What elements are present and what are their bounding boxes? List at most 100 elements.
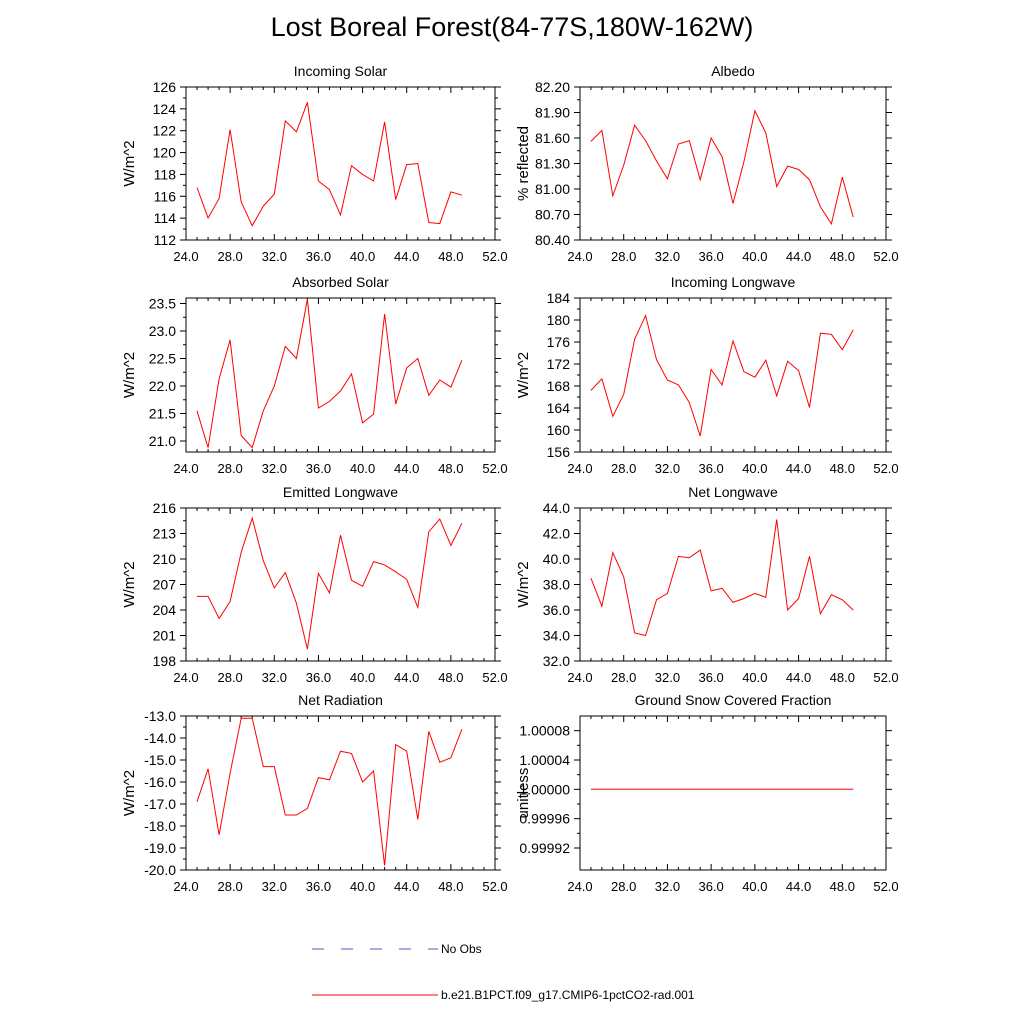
panel-2-ytick-label: 81.00 — [535, 181, 570, 197]
panel-1-xtick-label: 52.0 — [482, 249, 507, 264]
panel-8-ytick-label: 1.00000 — [519, 781, 570, 797]
panel-2-ytick-label: 81.30 — [535, 156, 570, 172]
panel-4-xtick-label: 32.0 — [655, 461, 680, 476]
panel-6-ytick-label: 44.0 — [543, 500, 570, 516]
panel-1-ytick-label: 124 — [153, 101, 177, 117]
panel-2-ytick-label: 81.60 — [535, 130, 570, 146]
panel-2-ytick-label: 80.40 — [535, 232, 570, 248]
panel-4-ytick-label: 172 — [547, 356, 571, 372]
panel-8-ytick-label: 1.00008 — [519, 723, 570, 739]
panel-5-series-line — [197, 516, 463, 650]
panel-1-xtick-label: 36.0 — [306, 249, 331, 264]
panel-7-ytick-label: -14.0 — [144, 730, 176, 746]
panel-6-ytick-label: 42.0 — [543, 526, 570, 542]
panel-4-ytick-label: 156 — [547, 444, 571, 460]
panel-6-xtick-label: 40.0 — [742, 670, 767, 685]
panel-4-title: Incoming Longwave — [671, 274, 796, 290]
panel-3-title: Absorbed Solar — [292, 274, 389, 290]
panel-7-xtick-label: 44.0 — [394, 879, 419, 894]
panel-3-ytick-label: 23.0 — [149, 323, 176, 339]
panel-5-frame — [185, 507, 496, 662]
panel-5-xtick-label: 24.0 — [173, 670, 198, 685]
panel-3-ytick-label: 21.0 — [149, 433, 176, 449]
panel-4-xtick-label: 24.0 — [567, 461, 592, 476]
panel-5-ytick-label: 216 — [153, 500, 177, 516]
panel-7-frame — [185, 715, 496, 871]
panel-1-ytick-label: 116 — [154, 188, 177, 204]
panel-3-xtick-label: 28.0 — [217, 461, 242, 476]
panel-2-xtick-label: 36.0 — [698, 249, 723, 264]
panel-4-ytick-label: 160 — [547, 422, 571, 438]
panel-7-xtick-label: 48.0 — [438, 879, 463, 894]
panel-4-xtick-label: 36.0 — [698, 461, 723, 476]
panel-6-ytick-label: 34.0 — [543, 628, 570, 644]
panel-1-xtick-label: 44.0 — [394, 249, 419, 264]
panel-3-xtick-label: 24.0 — [173, 461, 198, 476]
panel-1-ytick-label: 112 — [154, 232, 177, 248]
panel-7-xtick-label: 40.0 — [350, 879, 375, 894]
panel-2-xtick-label: 40.0 — [742, 249, 767, 264]
panel-8-xtick-label: 52.0 — [873, 879, 898, 894]
panel-4-xtick-label: 52.0 — [873, 461, 898, 476]
panel-6-xtick-label: 52.0 — [873, 670, 898, 685]
panel-2-xtick-label: 52.0 — [873, 249, 898, 264]
panel-7-xtick-label: 32.0 — [262, 879, 287, 894]
panel-6-series-line — [590, 519, 854, 637]
panel-6-xtick-label: 24.0 — [567, 670, 592, 685]
panel-1-xtick-label: 48.0 — [438, 249, 463, 264]
panel-8-ylabel: unitless — [515, 768, 532, 819]
panel-4-ytick-label: 184 — [547, 290, 571, 306]
panel-3-ytick-label: 22.0 — [149, 378, 176, 394]
panel-3-frame — [185, 297, 496, 453]
panel-5-xtick-label: 48.0 — [438, 670, 463, 685]
panel-4-ytick-label: 168 — [547, 378, 571, 394]
panel-4-xtick-label: 40.0 — [742, 461, 767, 476]
panel-6-xtick-label: 44.0 — [786, 670, 811, 685]
panel-2-series-line — [590, 109, 854, 226]
panel-2-xtick-label: 48.0 — [830, 249, 855, 264]
panel-6-ytick-label: 38.0 — [543, 577, 570, 593]
panel-2-xtick-label: 44.0 — [786, 249, 811, 264]
panel-3-xtick-label: 36.0 — [306, 461, 331, 476]
panel-5-ytick-label: 198 — [153, 653, 177, 669]
panel-4-ylabel: W/m^2 — [515, 352, 532, 398]
panel-1-ylabel: W/m^2 — [121, 140, 138, 186]
panel-2-xtick-label: 32.0 — [655, 249, 680, 264]
panel-6-xtick-label: 32.0 — [655, 670, 680, 685]
panel-6-xtick-label: 28.0 — [611, 670, 636, 685]
panel-5-xtick-label: 32.0 — [262, 670, 287, 685]
panel-4-ytick-label: 176 — [547, 334, 571, 350]
panel-5-ylabel: W/m^2 — [121, 561, 138, 607]
panel-1-ytick-label: 122 — [153, 123, 177, 139]
panel-3-ylabel: W/m^2 — [121, 352, 138, 398]
panel-6-ylabel: W/m^2 — [515, 561, 532, 607]
panel-1-xtick-label: 24.0 — [173, 249, 198, 264]
panel-5-title: Emitted Longwave — [283, 484, 398, 500]
panel-6-ytick-label: 36.0 — [543, 602, 570, 618]
panel-3-xtick-label: 32.0 — [262, 461, 287, 476]
panel-4-xtick-label: 44.0 — [786, 461, 811, 476]
panel-7-xtick-label: 52.0 — [482, 879, 507, 894]
panel-6-xtick-label: 36.0 — [698, 670, 723, 685]
panel-3-series-line — [196, 299, 463, 449]
panel-3-xtick-label: 40.0 — [350, 461, 375, 476]
panel-8-xtick-label: 24.0 — [567, 879, 592, 894]
panel-1-ytick-label: 120 — [153, 145, 177, 161]
panel-8-xtick-label: 44.0 — [786, 879, 811, 894]
panel-7-ytick-label: -19.0 — [144, 840, 176, 856]
panel-7-title: Net Radiation — [298, 692, 383, 708]
legend-model-label: b.e21.B1PCT.f09_g17.CMIP6-1pctCO2-rad.00… — [441, 988, 695, 1002]
panel-5-ytick-label: 207 — [153, 577, 177, 593]
panel-6-ytick-label: 40.0 — [543, 551, 570, 567]
panel-5-xtick-label: 44.0 — [394, 670, 419, 685]
panel-4-xtick-label: 28.0 — [611, 461, 636, 476]
panel-2-ylabel: % reflected — [515, 126, 532, 201]
panel-2-ytick-label: 82.20 — [535, 79, 570, 95]
panel-3-xtick-label: 44.0 — [394, 461, 419, 476]
panel-1-xtick-label: 40.0 — [350, 249, 375, 264]
chart-main-title: Lost Boreal Forest(84-77S,180W-162W) — [270, 12, 754, 42]
panel-8-xtick-label: 28.0 — [611, 879, 636, 894]
panel-5-xtick-label: 36.0 — [306, 670, 331, 685]
panel-8-ytick-label: 0.99992 — [519, 840, 570, 856]
